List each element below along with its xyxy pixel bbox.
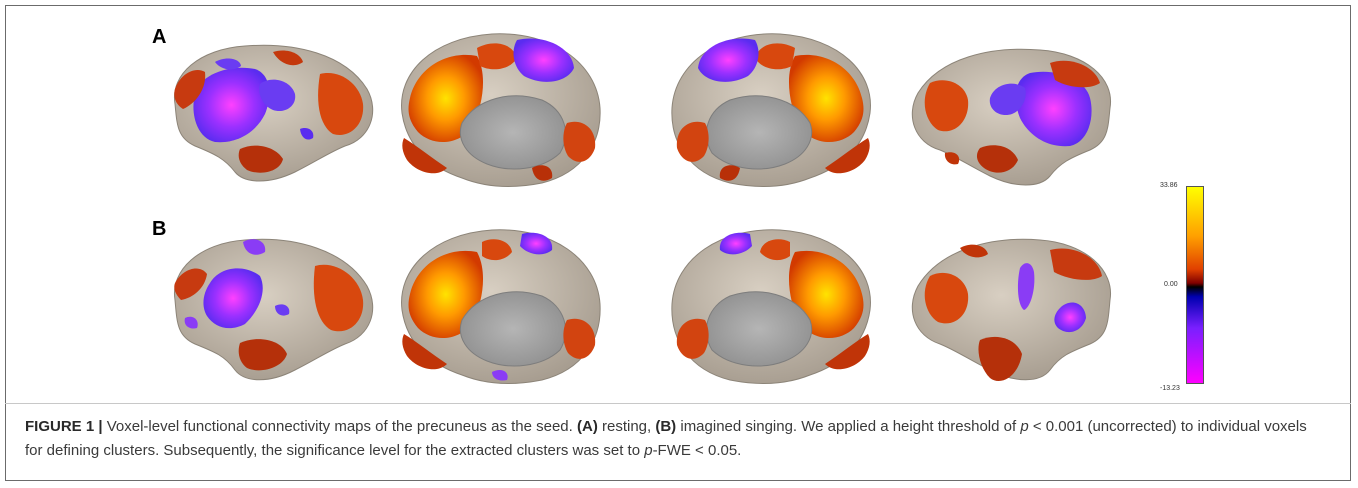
panel-a-label: A xyxy=(152,26,167,48)
caption-p-variable: p xyxy=(1020,418,1029,435)
caption-text-4: < 0.001 (uncorrected) to individual voxe… xyxy=(25,418,1307,459)
caption-text-5: -FWE < 0.05. xyxy=(652,442,742,459)
brain-a-right-lateral xyxy=(911,48,1112,186)
brain-b-left-lateral xyxy=(173,238,374,381)
colorbar-mid-label: 0.00 xyxy=(1164,281,1178,288)
colorbar-legend: 33.86 0.00 -13.23 xyxy=(1160,182,1220,394)
panel-b-label: B xyxy=(152,218,167,240)
caption-divider xyxy=(5,403,1351,404)
colorbar-max-label: 33.86 xyxy=(1160,182,1178,189)
figure-frame xyxy=(5,5,1351,481)
caption-text-1: Voxel-level functional connectivity maps… xyxy=(102,418,577,435)
colorbar-min-label: -13.23 xyxy=(1160,385,1180,392)
brain-b-right-lateral xyxy=(911,238,1112,381)
brain-b-right-medial xyxy=(671,229,871,385)
brain-b-left-medial xyxy=(401,229,601,385)
brain-a-left-medial xyxy=(401,33,601,188)
caption-figure-label: FIGURE 1 | xyxy=(25,418,103,435)
caption-a-label: (A) xyxy=(577,418,598,435)
figure-caption: FIGURE 1 | Voxel-level functional connec… xyxy=(25,415,1325,463)
brain-a-left-lateral xyxy=(173,44,374,182)
caption-p-variable-2: p xyxy=(644,442,653,459)
caption-text-2: resting, xyxy=(597,418,656,435)
caption-text-3: imagined singing. We applied a height th… xyxy=(676,418,1021,435)
brain-a-right-medial xyxy=(671,33,871,188)
caption-b-label: (B) xyxy=(655,418,677,435)
colorbar-gradient xyxy=(1186,186,1204,384)
